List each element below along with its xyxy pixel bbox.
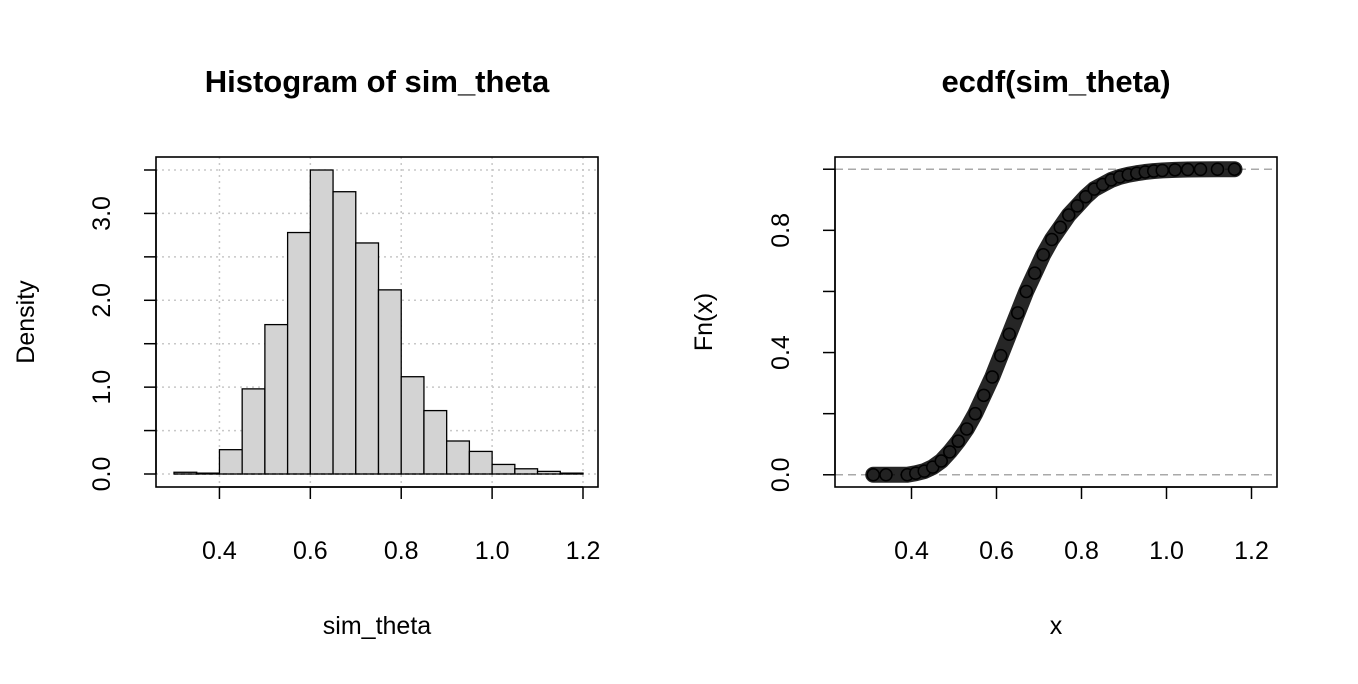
- histogram-bar: [491, 463, 516, 475]
- x-tick-label: 0.8: [384, 537, 419, 565]
- ecdf-x-axis: 0.4 0.6 0.8 1.0 1.2: [894, 486, 1269, 565]
- ecdf-point: [1227, 162, 1242, 176]
- histogram-bar: [286, 231, 311, 475]
- histogram-bar: [218, 449, 243, 475]
- histogram-bar: [264, 323, 289, 475]
- histogram-panel: Histogram of sim_theta 0.4 0.6 0.8 1.0 1.2 0…: [12, 64, 600, 640]
- histogram-bar: [400, 376, 425, 475]
- x-tick-label: 0.6: [293, 537, 328, 565]
- y-tick-label: 1.0: [88, 370, 116, 405]
- x-tick-label: 0.8: [1064, 537, 1099, 565]
- x-tick-label: 0.4: [894, 537, 929, 565]
- histogram-bar: [377, 289, 402, 475]
- histogram-x-axis: 0.4 0.6 0.8 1.0 1.2: [202, 486, 601, 565]
- y-tick-label: 3.0: [88, 196, 116, 231]
- ecdf-point: [866, 468, 880, 482]
- histogram-x-label: sim_theta: [323, 612, 431, 640]
- ecdf-point: [968, 406, 982, 421]
- ecdf-panel: ecdf(sim_theta) 0.4 0.6 0.8 1.0 1.2 0.00.40.…: [690, 64, 1278, 640]
- ecdf-point: [1011, 306, 1025, 320]
- ecdf-point: [879, 468, 893, 482]
- ecdf-point: [1181, 162, 1195, 177]
- histogram-y-axis: 0.0 1.0 2.0 3.0: [88, 169, 157, 492]
- ecdf-curve: [865, 161, 1243, 483]
- ecdf-point: [960, 422, 974, 436]
- ecdf-title: ecdf(sim_theta): [941, 64, 1170, 99]
- ecdf-point: [985, 370, 999, 384]
- y-tick-label: 2.0: [88, 283, 116, 318]
- ecdf-point: [1155, 163, 1169, 178]
- ecdf-x-label: x: [1050, 612, 1063, 640]
- x-tick-label: 1.2: [1234, 537, 1269, 565]
- x-tick-label: 1.2: [566, 537, 601, 565]
- histogram-bar: [423, 409, 448, 475]
- ecdf-point: [1070, 199, 1084, 213]
- ecdf-point: [934, 454, 948, 468]
- ecdf-plot-box: [834, 156, 1278, 488]
- ecdf-reference-lines: [835, 168, 1277, 476]
- ecdf-point: [1210, 162, 1225, 177]
- ecdf-point: [1019, 284, 1033, 299]
- ecdf-points: [865, 161, 1243, 483]
- ecdf-y-axis: 0.0 0.4 0.8: [767, 168, 836, 492]
- y-tick-label: 0.0: [88, 457, 116, 492]
- histogram-bar: [446, 440, 471, 475]
- x-tick-label: 0.4: [202, 537, 237, 565]
- ecdf-point: [994, 348, 1008, 363]
- ecdf-point: [1079, 189, 1093, 204]
- histogram-bar: [559, 472, 584, 475]
- ecdf-point: [1045, 232, 1059, 247]
- y-tick-label: 0.4: [767, 335, 795, 370]
- histogram-y-label: Density: [12, 280, 40, 364]
- x-tick-label: 1.0: [1149, 537, 1184, 565]
- ecdf-point: [951, 434, 965, 448]
- ecdf-point: [1168, 163, 1182, 177]
- y-tick-label: 0.0: [767, 457, 795, 492]
- histogram-bar: [241, 388, 266, 475]
- histogram-bar: [332, 191, 357, 475]
- ecdf-y-label: Fn(x): [690, 293, 718, 351]
- ecdf-point: [1036, 248, 1050, 262]
- ecdf-point: [1193, 162, 1208, 177]
- ecdf-point: [1053, 220, 1067, 235]
- x-tick-label: 1.0: [475, 537, 510, 565]
- ecdf-point: [1028, 266, 1042, 280]
- histogram-bar: [514, 468, 539, 475]
- histogram-bar: [309, 169, 334, 475]
- ecdf-point: [943, 445, 957, 459]
- histogram-title: Histogram of sim_theta: [205, 64, 550, 99]
- ecdf-point: [977, 388, 991, 403]
- histogram-bar: [468, 450, 493, 475]
- ecdf-point: [1062, 208, 1076, 222]
- histogram-bar: [355, 242, 380, 475]
- histogram-bars: [173, 169, 584, 475]
- ecdf-point: [1002, 327, 1016, 341]
- x-tick-label: 0.6: [979, 537, 1014, 565]
- y-tick-label: 0.8: [767, 213, 795, 248]
